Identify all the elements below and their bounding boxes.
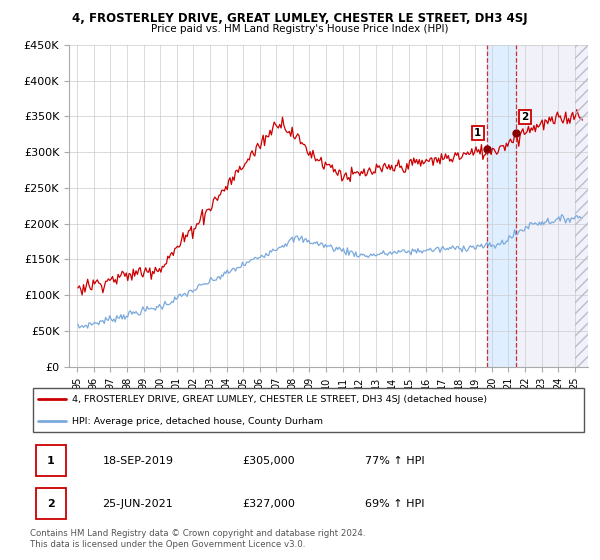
Text: 4, FROSTERLEY DRIVE, GREAT LUMLEY, CHESTER LE STREET, DH3 4SJ (detached house): 4, FROSTERLEY DRIVE, GREAT LUMLEY, CHEST…: [72, 395, 487, 404]
Text: 2: 2: [521, 112, 529, 122]
Text: 77% ↑ HPI: 77% ↑ HPI: [365, 456, 424, 465]
Bar: [575, 45, 588, 367]
Bar: [516, 45, 592, 367]
Text: 4, FROSTERLEY DRIVE, GREAT LUMLEY, CHESTER LE STREET, DH3 4SJ: 4, FROSTERLEY DRIVE, GREAT LUMLEY, CHEST…: [72, 12, 528, 25]
Text: 1: 1: [474, 128, 481, 138]
Text: £305,000: £305,000: [242, 456, 295, 465]
FancyBboxPatch shape: [33, 388, 584, 432]
Text: 2: 2: [47, 499, 55, 508]
Text: HPI: Average price, detached house, County Durham: HPI: Average price, detached house, Coun…: [72, 417, 323, 426]
FancyBboxPatch shape: [35, 445, 66, 477]
FancyBboxPatch shape: [35, 488, 66, 520]
Text: £327,000: £327,000: [242, 499, 295, 508]
Text: Contains HM Land Registry data © Crown copyright and database right 2024.
This d: Contains HM Land Registry data © Crown c…: [30, 529, 365, 549]
Text: 1: 1: [47, 456, 55, 465]
Text: Price paid vs. HM Land Registry's House Price Index (HPI): Price paid vs. HM Land Registry's House …: [151, 24, 449, 34]
Text: 69% ↑ HPI: 69% ↑ HPI: [365, 499, 424, 508]
Bar: [487, 45, 516, 367]
Text: 25-JUN-2021: 25-JUN-2021: [103, 499, 173, 508]
Text: 18-SEP-2019: 18-SEP-2019: [103, 456, 173, 465]
